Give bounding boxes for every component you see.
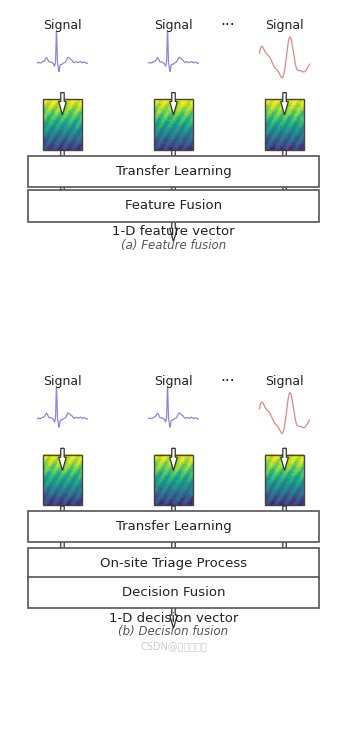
FancyArrow shape [281, 506, 288, 528]
FancyArrow shape [170, 150, 177, 173]
Bar [43, 99, 82, 150]
Bar [28, 548, 319, 579]
Text: Decision Fusion: Decision Fusion [122, 586, 225, 599]
Text: Signal: Signal [154, 19, 193, 33]
Text: 1-D decision vector: 1-D decision vector [109, 612, 238, 625]
FancyArrow shape [281, 576, 288, 599]
Bar [28, 190, 319, 222]
FancyArrow shape [170, 506, 177, 528]
Bar [28, 156, 319, 187]
FancyArrow shape [170, 185, 177, 207]
Text: Signal: Signal [265, 375, 304, 388]
Text: Transfer Learning: Transfer Learning [116, 520, 231, 534]
Text: Feature Fusion: Feature Fusion [125, 199, 222, 213]
FancyArrow shape [59, 506, 66, 528]
FancyArrow shape [170, 606, 177, 628]
Text: Signal: Signal [43, 375, 82, 388]
Text: Signal: Signal [154, 375, 193, 388]
FancyArrow shape [170, 576, 177, 599]
Bar [154, 455, 193, 505]
Text: Signal: Signal [43, 19, 82, 33]
Text: ···: ··· [220, 19, 235, 33]
Text: Transfer Learning: Transfer Learning [116, 165, 231, 178]
FancyArrow shape [170, 93, 177, 115]
Bar [28, 577, 319, 608]
FancyArrow shape [170, 540, 177, 562]
Text: ···: ··· [220, 374, 235, 389]
FancyArrow shape [59, 185, 66, 207]
Bar [265, 99, 304, 150]
Bar [28, 511, 319, 542]
FancyArrow shape [59, 93, 66, 115]
FancyArrow shape [281, 448, 288, 471]
FancyArrow shape [59, 448, 66, 471]
Text: Signal: Signal [265, 19, 304, 33]
Text: 1-D feature vector: 1-D feature vector [112, 225, 235, 239]
FancyArrow shape [170, 448, 177, 471]
FancyArrow shape [59, 576, 66, 599]
Bar [265, 455, 304, 505]
FancyArrow shape [59, 150, 66, 173]
FancyArrow shape [281, 93, 288, 115]
FancyArrow shape [281, 540, 288, 562]
FancyArrow shape [281, 150, 288, 173]
Bar [43, 455, 82, 505]
Text: CSDN@宇来风满楼: CSDN@宇来风满楼 [140, 641, 207, 651]
Text: (a) Feature fusion: (a) Feature fusion [121, 239, 226, 252]
Text: (b) Decision fusion: (b) Decision fusion [118, 625, 229, 638]
Text: On-site Triage Process: On-site Triage Process [100, 556, 247, 570]
FancyArrow shape [281, 185, 288, 207]
Bar [154, 99, 193, 150]
FancyArrow shape [170, 219, 177, 242]
FancyArrow shape [59, 540, 66, 562]
